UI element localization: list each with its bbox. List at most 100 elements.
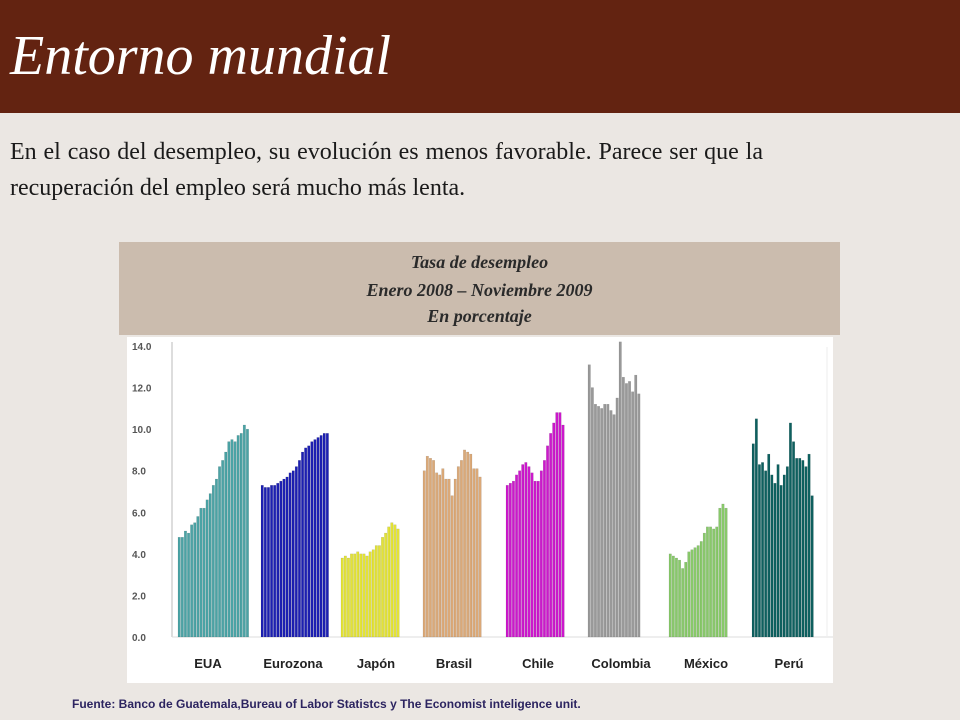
bar-eua	[230, 439, 234, 638]
bar-perú	[782, 474, 786, 638]
bar-chile	[543, 460, 546, 638]
bar-colombia	[594, 403, 597, 638]
bar-japón	[350, 553, 354, 638]
bar-chile	[505, 485, 509, 638]
bar-eua	[193, 522, 197, 638]
bar-chile	[536, 480, 540, 638]
bar-colombia	[600, 408, 604, 638]
bar-eurozona	[301, 451, 305, 638]
bar-brasil	[429, 458, 432, 638]
bar-eurozona	[266, 487, 270, 638]
bar-méxico	[681, 568, 685, 638]
bar-eurozona	[316, 437, 320, 638]
unemployment-chart: 14.0 12.0 10.0 8.0 6.0 4.0 2.0 0.0 EUA Eurozona Ja…	[127, 337, 833, 683]
bar-eua	[224, 451, 228, 638]
bar-eua	[239, 433, 243, 638]
bar-perú	[801, 460, 805, 638]
bar-méxico	[675, 557, 678, 638]
bar-perú	[761, 462, 764, 638]
y-tick-label: 6.0	[132, 508, 146, 519]
bar-brasil	[453, 478, 457, 638]
bar-brasil	[466, 451, 470, 638]
bar-perú	[773, 482, 777, 638]
bar-eua	[187, 532, 190, 638]
page-title: Entorno mundial	[10, 25, 392, 87]
bar-brasil	[456, 466, 460, 638]
x-tick-label: Perú	[775, 656, 804, 671]
x-tick-label: Japón	[357, 656, 395, 671]
bar-perú	[792, 441, 795, 638]
bar-eua	[208, 493, 212, 638]
bar-eurozona	[273, 485, 277, 638]
bar-chile	[508, 482, 512, 638]
x-tick-label: Eurozona	[263, 656, 323, 671]
bar-perú	[764, 470, 768, 638]
bar-japón	[387, 526, 391, 638]
bar-colombia	[609, 410, 613, 638]
bar-brasil	[425, 455, 429, 638]
bar-brasil	[432, 460, 435, 638]
bar-chile	[533, 480, 537, 638]
bar-méxico	[690, 549, 694, 638]
bar-eurozona	[310, 441, 314, 638]
bar-eua	[180, 537, 184, 638]
bar-japón	[396, 528, 400, 638]
bar-perú	[789, 422, 792, 638]
bar-brasil	[450, 495, 454, 638]
bar-japón	[393, 524, 397, 638]
bar-brasil	[447, 478, 451, 638]
chart-caption: Tasa de desempleo Enero 2008 – Noviembre…	[119, 242, 840, 335]
bar-perú	[770, 474, 774, 638]
bar-méxico	[671, 555, 675, 638]
bar-eurozona	[282, 478, 286, 638]
bar-méxico	[699, 541, 703, 638]
bar-japón	[381, 537, 385, 638]
bar-eua	[214, 478, 218, 638]
chart-caption-period: Enero 2008 – Noviembre 2009	[366, 280, 593, 300]
bar-eurozona	[319, 435, 323, 638]
bar-colombia	[606, 403, 610, 638]
bar-japón	[343, 555, 347, 638]
bar-eua	[221, 460, 225, 638]
bar-perú	[810, 495, 814, 638]
bar-méxico	[696, 545, 700, 638]
chart-caption-title: Tasa de desempleo	[410, 252, 549, 272]
x-tick-label: Colombia	[591, 656, 651, 671]
bar-chile	[515, 474, 518, 638]
x-tick-label: Brasil	[436, 656, 472, 671]
bar-chile	[518, 470, 522, 638]
bar-eurozona	[276, 482, 280, 638]
y-tick-label: 12.0	[132, 384, 152, 395]
bar-brasil	[435, 472, 439, 638]
y-tick-label: 10.0	[132, 425, 152, 436]
bar-eurozona	[304, 447, 308, 638]
bar-chile	[527, 466, 531, 638]
bar-eua	[199, 507, 203, 638]
bar-perú	[758, 464, 761, 638]
chart-canvas: 14.0 12.0 10.0 8.0 6.0 4.0 2.0 0.0 EUA Eurozona Ja…	[132, 341, 833, 671]
bar-perú	[776, 464, 780, 638]
bar-méxico	[724, 507, 728, 638]
bar-eua	[242, 424, 246, 638]
bar-méxico	[702, 532, 706, 638]
bar-méxico	[721, 503, 725, 638]
bar-brasil	[469, 453, 473, 638]
bar-brasil	[438, 474, 442, 638]
bar-japón	[359, 553, 363, 638]
bar-japón	[374, 545, 378, 638]
bar-eurozona	[322, 433, 326, 638]
bar-japón	[390, 522, 394, 638]
bar-eua	[202, 507, 206, 638]
source-note: Fuente: Banco de Guatemala,Bureau of Lab…	[72, 697, 581, 711]
bar-colombia	[631, 391, 635, 638]
bar-chile	[530, 472, 534, 638]
bar-chile	[512, 480, 515, 638]
bar-eua	[211, 485, 215, 638]
bar-eurozona	[294, 466, 298, 638]
bar-eua	[177, 537, 181, 638]
x-tick-label: Chile	[522, 656, 554, 671]
bar-chile	[539, 470, 543, 638]
bar-japón	[340, 557, 344, 638]
chart-caption-units: En porcentaje	[427, 306, 532, 326]
bar-japón	[346, 557, 350, 638]
